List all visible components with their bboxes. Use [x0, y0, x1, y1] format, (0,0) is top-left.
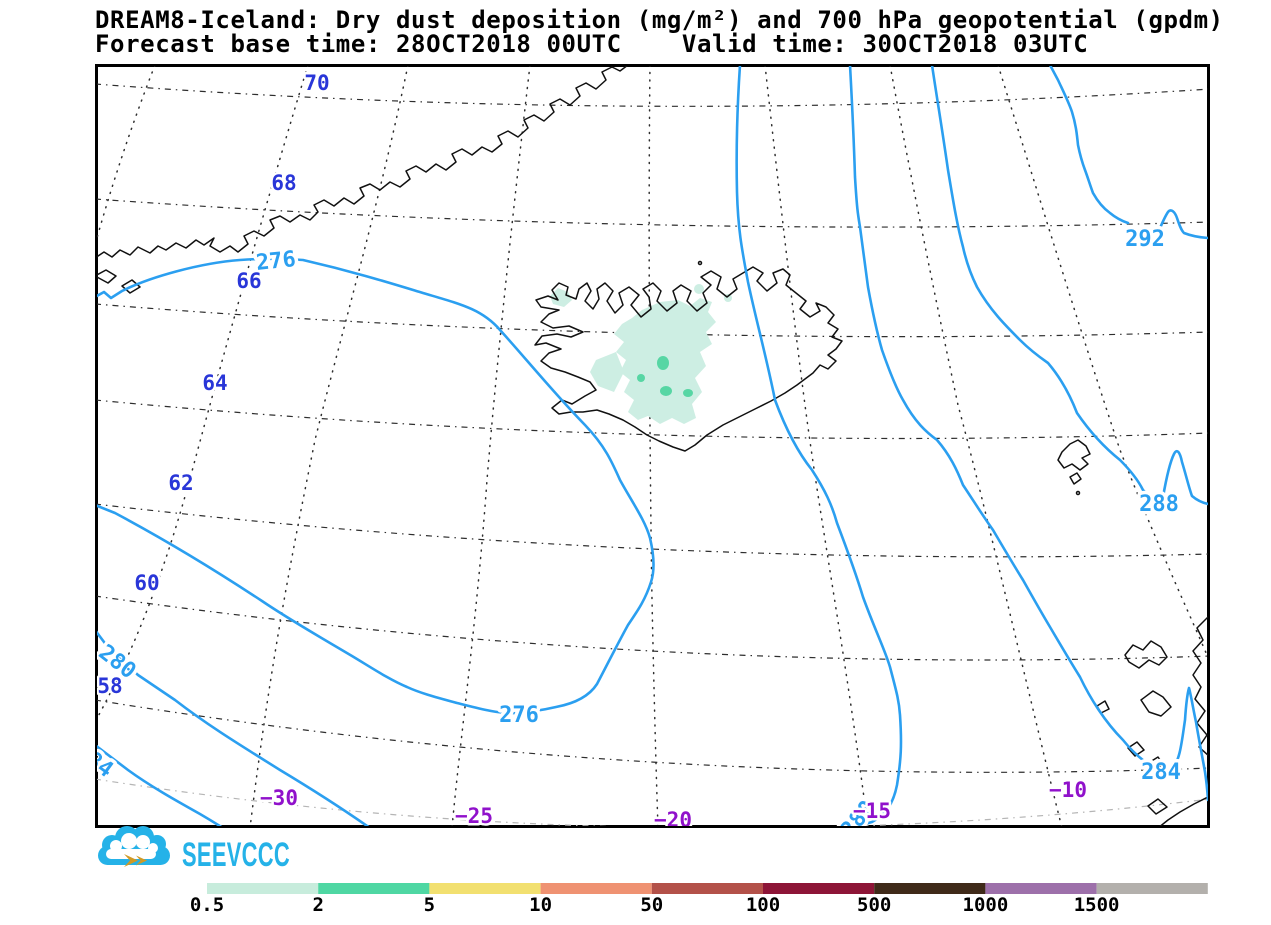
lat-label-60: 60 [134, 571, 159, 595]
colorbar-segments [207, 883, 1208, 894]
contour-label-288: 288 [1139, 492, 1179, 517]
lon-label-10w: −10 [1049, 778, 1087, 802]
coastline-greenland [97, 66, 628, 258]
arrow-icon [124, 854, 147, 867]
colorbar-segment-7 [985, 883, 1097, 894]
meridian-25w [451, 66, 531, 826]
coastline-norway-mainland [1192, 615, 1208, 757]
colorbar-label-5: 5 [424, 894, 435, 916]
dust-deposition-medium-spots [637, 356, 693, 397]
coastline-greenland-islands [97, 269, 141, 294]
dust-spot-2 [660, 386, 672, 396]
logo-text: SEEVCCC [182, 836, 290, 874]
contour-280-west [97, 630, 370, 826]
longitude-labels: −30 −25 −20 −15 −10 [258, 776, 1090, 832]
lat-label-68: 68 [271, 171, 296, 195]
colorbar-label-500: 500 [857, 894, 891, 916]
contour-292-peak [1156, 209, 1208, 240]
latitude-labels: 70 68 66 64 62 60 58 [97, 69, 332, 701]
colorbar-segment-5 [763, 883, 875, 894]
map-title: DREAM8-Iceland: Dry dust deposition (mg/… [95, 6, 1224, 34]
geopotential-value-labels: 276 276 280 284 280 284 288 292 [97, 224, 1184, 827]
lon-label-25w: −25 [455, 804, 493, 828]
lat-label-66: 66 [236, 269, 261, 293]
map-subtitle-times: Forecast base time: 28OCT2018 00UTC Vali… [95, 30, 1088, 58]
coastline-islet-grimsey [697, 260, 703, 266]
contour-label-284-east: 284 [1141, 760, 1181, 785]
lat-label-64: 64 [202, 371, 227, 395]
colorbar-tick-labels: 0.5 2 5 10 50 100 500 1000 1500 [190, 894, 1120, 916]
contour-288-peak [1161, 449, 1208, 506]
colorbar-label-1500: 1500 [1074, 894, 1120, 916]
coastline-iceland [534, 266, 843, 452]
contour-284-east [848, 66, 1208, 802]
coastline-norway-islands [1096, 640, 1172, 815]
contour-label-292: 292 [1125, 227, 1165, 252]
lat-label-70: 70 [304, 71, 329, 95]
contour-label-276-south: 276 [499, 703, 539, 728]
colorbar-label-1000: 1000 [963, 894, 1009, 916]
geopotential-contours [97, 66, 1208, 826]
contour-288 [930, 66, 1152, 499]
lon-label-20w: −20 [654, 808, 692, 832]
dust-patch-north [694, 284, 704, 294]
dust-spot-3 [637, 374, 645, 382]
dust-spot-1 [657, 356, 669, 370]
lat-label-58: 58 [97, 674, 122, 698]
colorbar-segment-8 [1096, 883, 1208, 894]
colorbar-segment-6 [874, 883, 986, 894]
meridian-40w [97, 66, 156, 241]
coastline-islet-faroe-south [1075, 490, 1081, 496]
colorbar-segment-0 [207, 883, 319, 894]
contour-276 [97, 257, 655, 715]
lon-label-30w: −30 [260, 786, 298, 810]
dust-patch-west-lobe [590, 352, 624, 392]
colorbar-label-2: 2 [312, 894, 323, 916]
contour-292 [1049, 66, 1130, 225]
deposition-colorbar: 0.5 2 5 10 50 100 500 1000 1500 [190, 883, 1208, 916]
colorbar-label-100: 100 [746, 894, 780, 916]
coastlines [97, 66, 1208, 826]
seevccc-logo: SEEVCCC [98, 826, 290, 874]
colorbar-label-0.5: 0.5 [190, 894, 224, 916]
meridian-35w [97, 66, 309, 720]
map-frame [95, 64, 1210, 828]
contour-284-west [97, 744, 223, 826]
dust-spot-4 [683, 389, 693, 397]
colorbar-label-10: 10 [529, 894, 552, 916]
colorbar-label-50: 50 [640, 894, 663, 916]
colorbar-segment-3 [540, 883, 652, 894]
lon-label-15w: −15 [853, 799, 891, 823]
coastline-faroe-islands [1057, 439, 1091, 485]
cloud-icon-inner [106, 833, 158, 859]
coastline-norway-south-peninsula [1159, 796, 1208, 826]
colorbar-segment-2 [429, 883, 541, 894]
colorbar-segment-1 [318, 883, 430, 894]
colorbar-segment-4 [651, 883, 763, 894]
lat-label-62: 62 [168, 471, 193, 495]
contour-280-east [735, 66, 903, 826]
meridian-5w [997, 66, 1208, 660]
